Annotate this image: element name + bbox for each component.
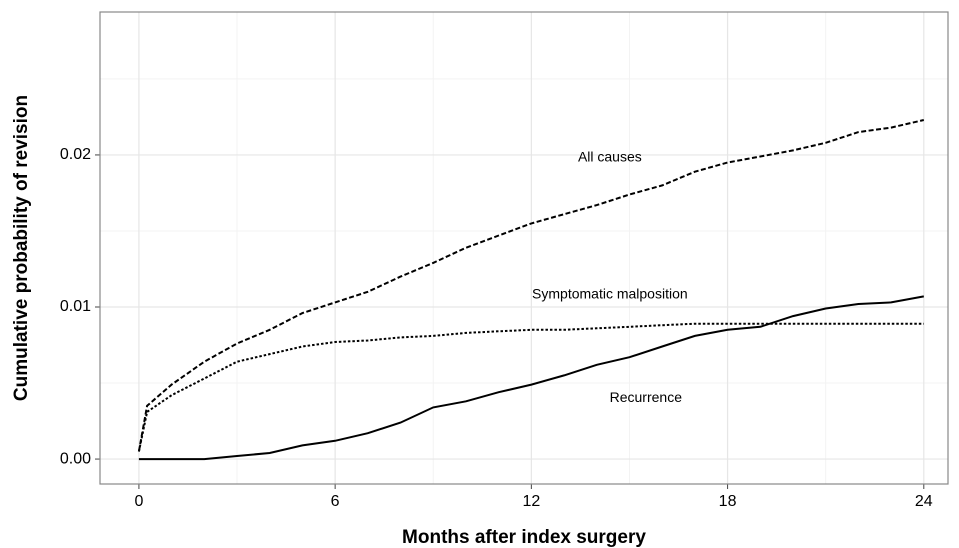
series-line (137, 322, 924, 452)
x-tick-label: 24 (915, 493, 933, 510)
series-label: All causes (578, 149, 642, 165)
x-tick-label: 18 (719, 493, 737, 510)
series-line (137, 119, 925, 452)
x-tick-label: 6 (331, 493, 340, 510)
series-label: Recurrence (610, 389, 683, 405)
plot-border (99, 11, 949, 485)
series-line (138, 295, 924, 461)
x-tick-label: 12 (522, 493, 540, 510)
x-axis-title: Months after index surgery (402, 527, 646, 548)
y-tick-label: 0.02 (60, 146, 91, 163)
x-tick-label: 0 (134, 493, 143, 510)
series-label: Symptomatic malposition (532, 286, 688, 302)
y-tick-label: 0.01 (60, 298, 91, 315)
y-axis-title: Cumulative probability of revision (11, 95, 32, 401)
y-tick-label: 0.00 (60, 450, 91, 467)
plot-background (100, 12, 948, 484)
